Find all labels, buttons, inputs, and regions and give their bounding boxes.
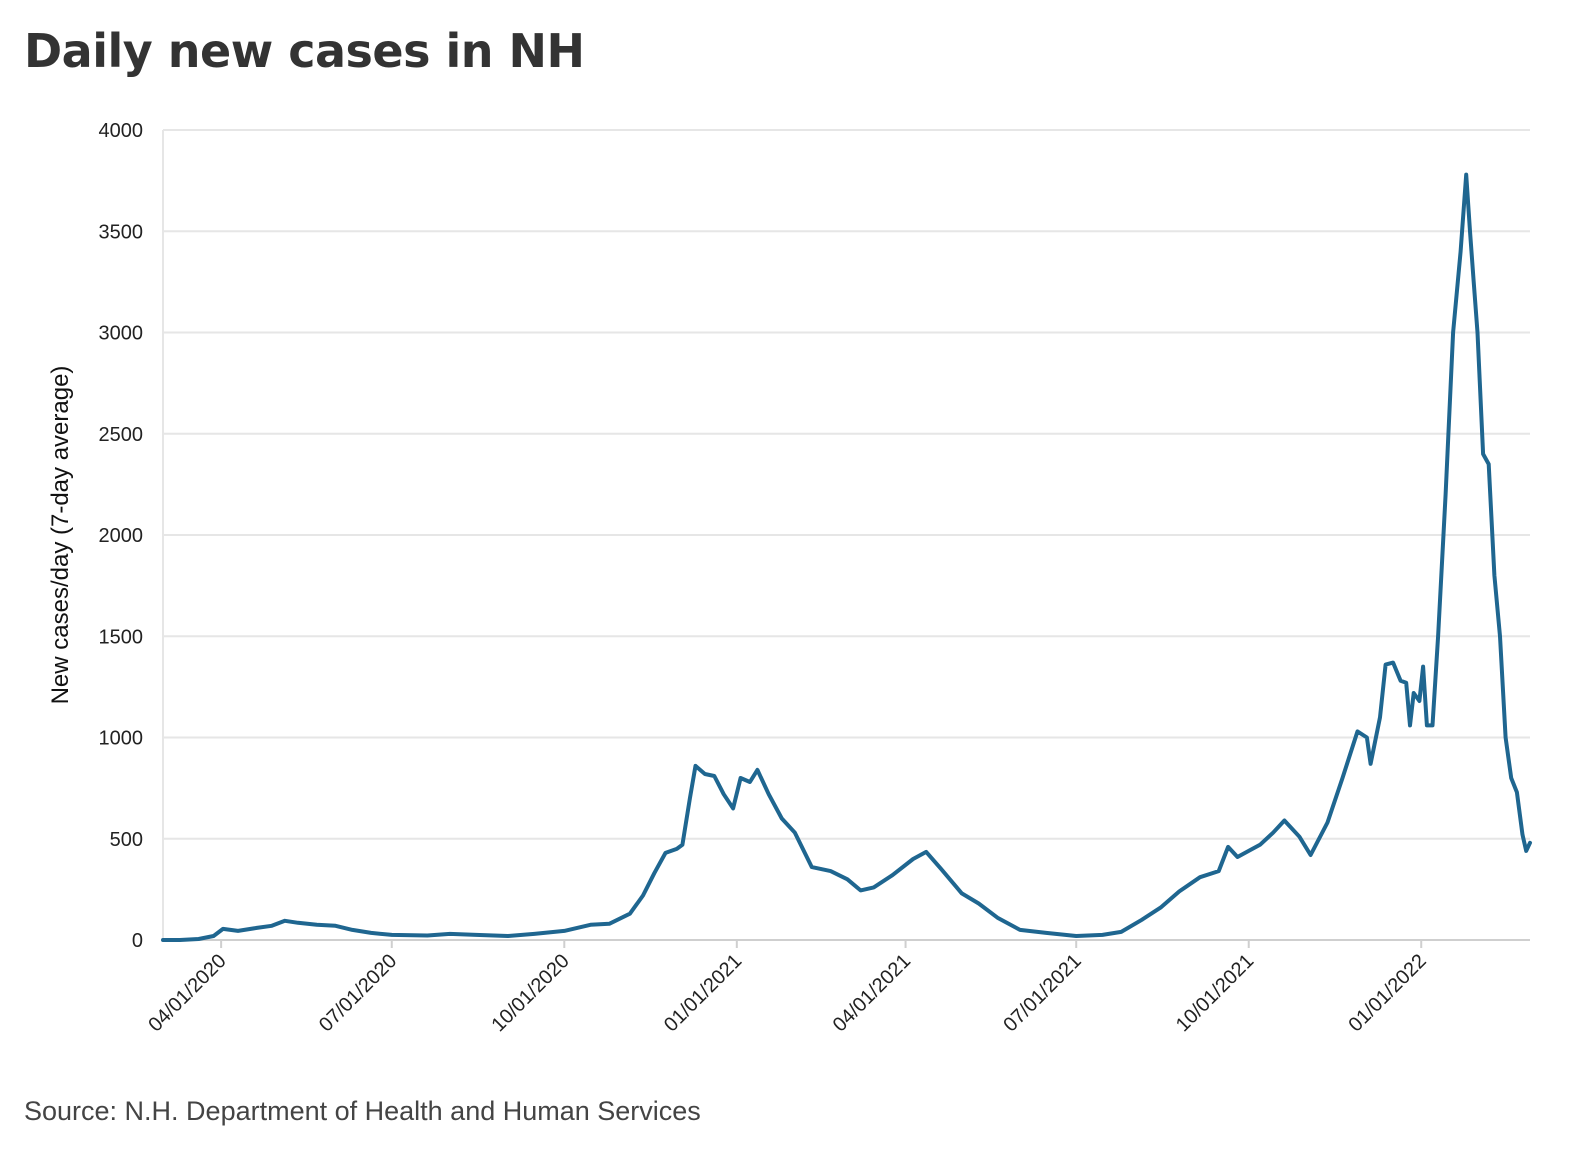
gridlines [162, 129, 1530, 948]
x-tick-label: 10/01/2020 [487, 950, 573, 1036]
x-tick-label: 01/01/2022 [1344, 950, 1430, 1036]
x-tick-label: 07/01/2020 [315, 950, 401, 1036]
x-axis-ticks: 04/01/2020 07/01/2020 10/01/2020 01/01/2021… [144, 950, 1430, 1036]
y-tick-label: 500 [110, 829, 143, 851]
x-tick-label: 07/01/2021 [999, 950, 1085, 1036]
source-note: Source: N.H. Department of Health and Hu… [24, 1096, 701, 1126]
y-tick-label: 1000 [99, 728, 144, 750]
x-tick-label: 10/01/2021 [1172, 950, 1258, 1036]
y-tick-label: 3000 [99, 323, 144, 345]
y-tick-label: 1500 [99, 626, 144, 648]
x-tick-label: 01/01/2021 [660, 950, 746, 1036]
y-tick-label: 2500 [99, 424, 144, 446]
y-axis-label: New cases/day (7-day average) [47, 366, 74, 705]
chart-title: Daily new cases in NH [24, 24, 585, 78]
x-tick-label: 04/01/2021 [829, 950, 915, 1036]
y-tick-label: 2000 [99, 525, 144, 547]
y-tick-label: 3500 [99, 221, 144, 243]
line-chart: 0 500 1000 1500 2000 2500 3000 3500 4000 04/01/2… [47, 120, 1532, 1036]
y-tick-label: 0 [132, 930, 143, 952]
series-line-daily-cases [161, 172, 1532, 942]
y-axis-ticks: 0 500 1000 1500 2000 2500 3000 3500 4000 [99, 120, 144, 952]
x-tick-label: 04/01/2020 [144, 950, 230, 1036]
y-tick-label: 4000 [99, 120, 144, 142]
